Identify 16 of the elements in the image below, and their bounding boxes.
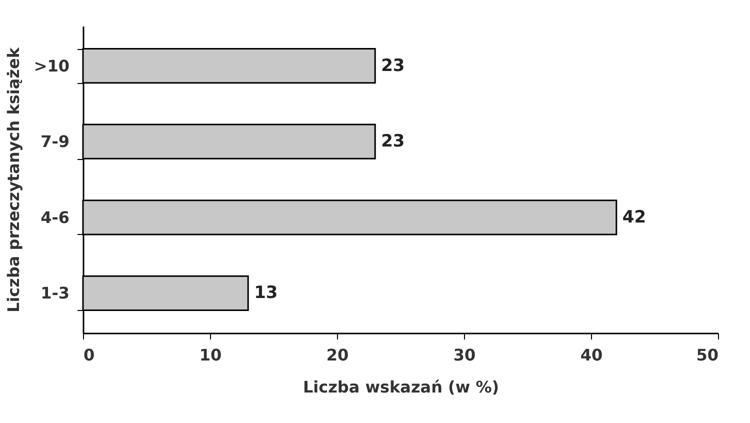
- data-label: 42: [622, 207, 646, 228]
- x-axis-title: Liczba wskazań (w %): [302, 378, 500, 396]
- x-tick-label: 10: [199, 346, 222, 364]
- x-tick-label: 30: [453, 346, 476, 364]
- y-tick-label: >10: [34, 56, 70, 76]
- data-label: 23: [381, 132, 405, 152]
- data-label: 23: [381, 56, 405, 76]
- y-tick-label: 1-3: [40, 284, 70, 303]
- x-tick-label: 40: [580, 346, 603, 364]
- data-label: 13: [254, 283, 278, 304]
- y-tick-label: 4-6: [40, 208, 70, 227]
- x-tick-label: 0: [84, 346, 95, 364]
- x-tick-label: 50: [696, 346, 718, 364]
- x-tick-label: 20: [326, 346, 349, 364]
- y-axis-title: Liczba przeczytanych książek: [4, 47, 23, 312]
- y-tick-label: 7-9: [40, 132, 70, 152]
